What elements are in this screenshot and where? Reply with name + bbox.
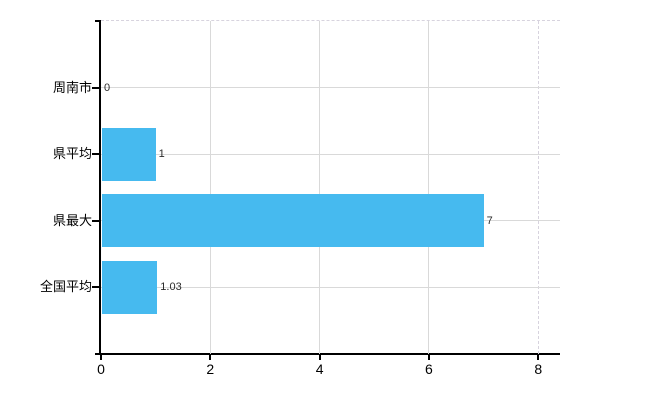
category-label: 周南市 [52,79,92,95]
x-tick-label: 2 [206,361,215,377]
x-axis-line [95,353,560,355]
value-label: 7 [486,214,493,227]
y-axis-top-tick [95,20,101,22]
category-label: 県最大 [52,212,92,228]
x-axis-tick [537,354,540,360]
bar [102,260,158,314]
x-tick-label: 6 [425,361,433,377]
category-gridline [101,153,560,155]
plot-top-dashed-border [101,20,560,21]
x-gridline [428,21,430,354]
x-axis-tick [318,354,321,360]
category-label: 全国平均 [39,279,92,295]
value-label: 1 [158,148,165,161]
y-axis-tick [92,86,100,89]
category-label: 県平均 [52,146,92,162]
x-tick-label: 8 [534,361,543,377]
x-gridline [209,21,211,354]
value-label: 1.03 [160,281,182,294]
bar [102,194,484,248]
x-axis-tick [100,354,102,360]
x-gridline [319,21,321,354]
x-tick-label: 0 [97,361,105,377]
bar [102,127,156,181]
x-axis-tick [427,354,430,360]
x-axis-tick [209,354,212,360]
y-axis-tick [92,153,100,156]
y-axis-tick [92,286,100,289]
x-tick-label: 4 [315,361,324,377]
value-label: 0 [104,81,111,94]
category-gridline [101,87,560,89]
category-gridline [101,286,560,288]
x-gridline [537,21,539,354]
y-axis-line [99,21,101,354]
y-axis-tick [92,219,100,222]
